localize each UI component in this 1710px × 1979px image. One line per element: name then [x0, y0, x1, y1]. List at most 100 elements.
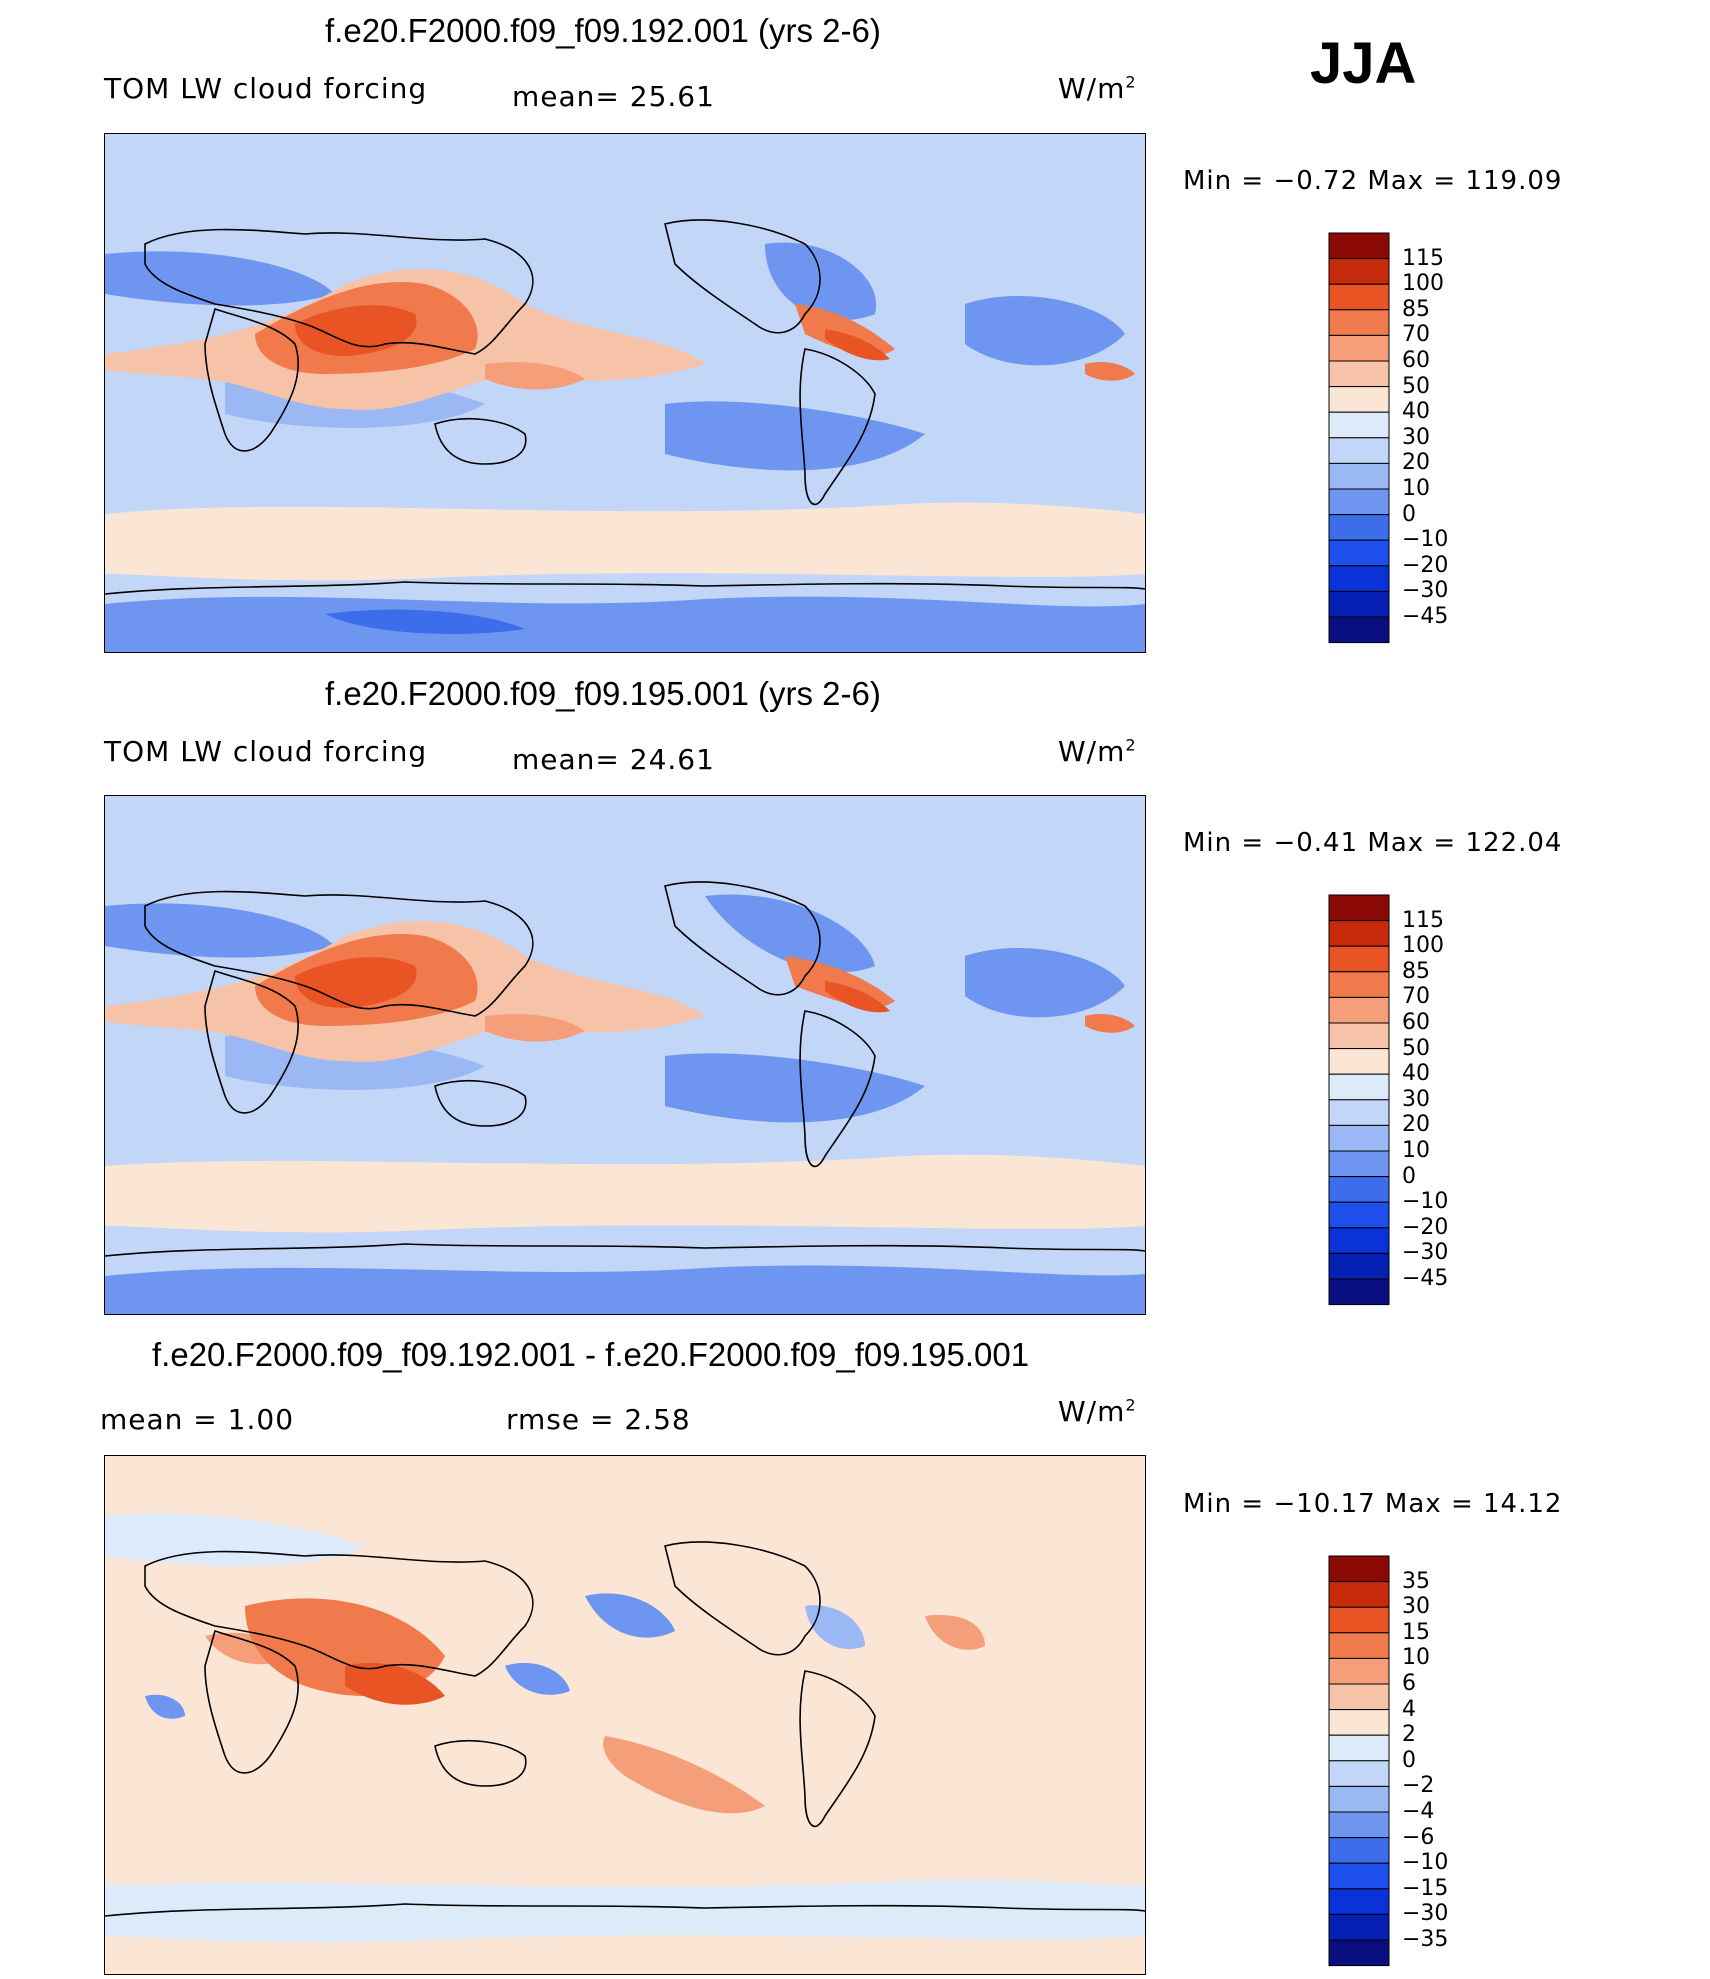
panel3-field [105, 1456, 1145, 1974]
colorbar-swatch [1328, 514, 1390, 541]
panel3-minmax: Min = −10.17 Max = 14.12 [1183, 1489, 1563, 1519]
panel2-mean: mean= 24.61 [512, 743, 715, 776]
colorbar-swatch [1328, 1048, 1390, 1075]
panel1-variable: TOM LW cloud forcing [104, 72, 428, 105]
panel3-mean: mean = 1.00 [100, 1403, 295, 1436]
colorbar-label: 10 [1402, 1645, 1430, 1671]
colorbar-label: 115 [1402, 245, 1444, 271]
colorbar-swatch [1328, 1073, 1390, 1101]
colorbar-swatch [1328, 1606, 1390, 1634]
colorbar-label: 0 [1402, 1747, 1416, 1773]
colorbar-swatch [1328, 945, 1390, 973]
colorbar-swatch [1328, 232, 1390, 260]
colorbar-swatch [1328, 1657, 1390, 1685]
colorbar-swatch [1328, 1811, 1390, 1839]
colorbar-label: 85 [1402, 958, 1430, 984]
colorbar-swatch [1328, 1555, 1390, 1583]
panel1-title: f.e20.F2000.f09_f09.192.001 (yrs 2-6) [325, 12, 881, 49]
colorbar-swatch [1328, 1176, 1390, 1203]
colorbar-swatch [1328, 1201, 1390, 1229]
colorbar-swatch [1328, 488, 1390, 516]
colorbar-label: 115 [1402, 907, 1444, 933]
colorbar-swatch [1328, 1278, 1390, 1306]
colorbar-swatch [1328, 1913, 1390, 1941]
colorbar-label: 15 [1402, 1619, 1430, 1645]
colorbar-swatch [1328, 590, 1390, 618]
panel1-colorbar-swatches [1328, 232, 1390, 644]
panel2-map [104, 795, 1146, 1315]
colorbar-label: −10 [1402, 1189, 1449, 1215]
colorbar-label: −15 [1402, 1875, 1449, 1901]
colorbar-swatch [1328, 894, 1390, 922]
colorbar-swatch [1328, 1709, 1390, 1736]
colorbar-swatch [1328, 1022, 1390, 1050]
colorbar-label: −10 [1402, 527, 1449, 553]
colorbar-swatch [1328, 462, 1390, 490]
panel3-rmse: rmse = 2.58 [506, 1403, 691, 1436]
colorbar-swatch [1328, 437, 1390, 464]
colorbar-label: 35 [1402, 1568, 1430, 1594]
colorbar-label: 30 [1402, 1594, 1430, 1620]
colorbar-label: −10 [1402, 1850, 1449, 1876]
colorbar-swatch [1328, 258, 1390, 285]
colorbar-swatch [1328, 1632, 1390, 1659]
colorbar-swatch [1328, 1227, 1390, 1254]
colorbar-label: −6 [1402, 1824, 1435, 1850]
colorbar-swatch [1328, 996, 1390, 1024]
colorbar-label: 100 [1402, 933, 1444, 959]
panel1-units: W/m2 [1058, 72, 1137, 105]
colorbar-swatch [1328, 1252, 1390, 1280]
colorbar-swatch [1328, 411, 1390, 439]
colorbar-swatch [1328, 1785, 1390, 1813]
colorbar-label: 30 [1402, 1086, 1430, 1112]
colorbar-label: 10 [1402, 1138, 1430, 1163]
colorbar-label: 100 [1402, 271, 1444, 297]
colorbar-label: −20 [1402, 1214, 1449, 1240]
colorbar-label: 60 [1402, 1010, 1430, 1035]
colorbar-label: −30 [1402, 578, 1449, 604]
colorbar-label: 0 [1402, 1163, 1416, 1189]
colorbar-swatch [1328, 1124, 1390, 1152]
colorbar-swatch [1328, 1888, 1390, 1915]
colorbar-label: 0 [1402, 501, 1416, 527]
season-label: JJA [1310, 31, 1417, 96]
panel1-map [104, 133, 1146, 653]
colorbar-label: 60 [1402, 348, 1430, 373]
colorbar-swatch [1328, 971, 1390, 998]
colorbar-swatch [1328, 1734, 1390, 1762]
panel3-map [104, 1455, 1146, 1975]
colorbar-swatch [1328, 616, 1390, 644]
colorbar-swatch [1328, 1760, 1390, 1787]
colorbar-swatch [1328, 1099, 1390, 1126]
colorbar-label: −20 [1402, 552, 1449, 578]
panel3-units: W/m2 [1058, 1395, 1137, 1428]
panel2-colorbar [1328, 894, 1390, 1311]
colorbar-label: −4 [1402, 1799, 1435, 1824]
colorbar-label: 70 [1402, 984, 1430, 1010]
panel1-mean: mean= 25.61 [512, 80, 715, 113]
panel2-title: f.e20.F2000.f09_f09.195.001 (yrs 2-6) [325, 675, 881, 712]
colorbar-swatch [1328, 920, 1390, 947]
colorbar-label: 50 [1402, 373, 1430, 399]
panel3-colorbar-swatches [1328, 1555, 1390, 1967]
panel2-units: W/m2 [1058, 735, 1137, 768]
colorbar-label: 20 [1402, 1112, 1430, 1138]
colorbar-label: 50 [1402, 1035, 1430, 1061]
colorbar-swatch [1328, 539, 1390, 567]
colorbar-label: −30 [1402, 1901, 1449, 1927]
colorbar-label: 4 [1402, 1696, 1416, 1722]
colorbar-label: 70 [1402, 322, 1430, 348]
panel2-colorbar-swatches [1328, 894, 1390, 1306]
colorbar-swatch [1328, 1150, 1390, 1178]
colorbar-label: −30 [1402, 1240, 1449, 1266]
panel1-minmax: Min = −0.72 Max = 119.09 [1183, 166, 1563, 196]
colorbar-swatch [1328, 386, 1390, 413]
colorbar-label: 10 [1402, 476, 1430, 501]
panel1-colorbar [1328, 232, 1390, 649]
colorbar-swatch [1328, 565, 1390, 592]
colorbar-swatch [1328, 334, 1390, 362]
colorbar-label: 85 [1402, 296, 1430, 322]
colorbar-label: 40 [1402, 1061, 1430, 1087]
colorbar-label: −45 [1402, 1266, 1449, 1291]
colorbar-label: 40 [1402, 399, 1430, 425]
